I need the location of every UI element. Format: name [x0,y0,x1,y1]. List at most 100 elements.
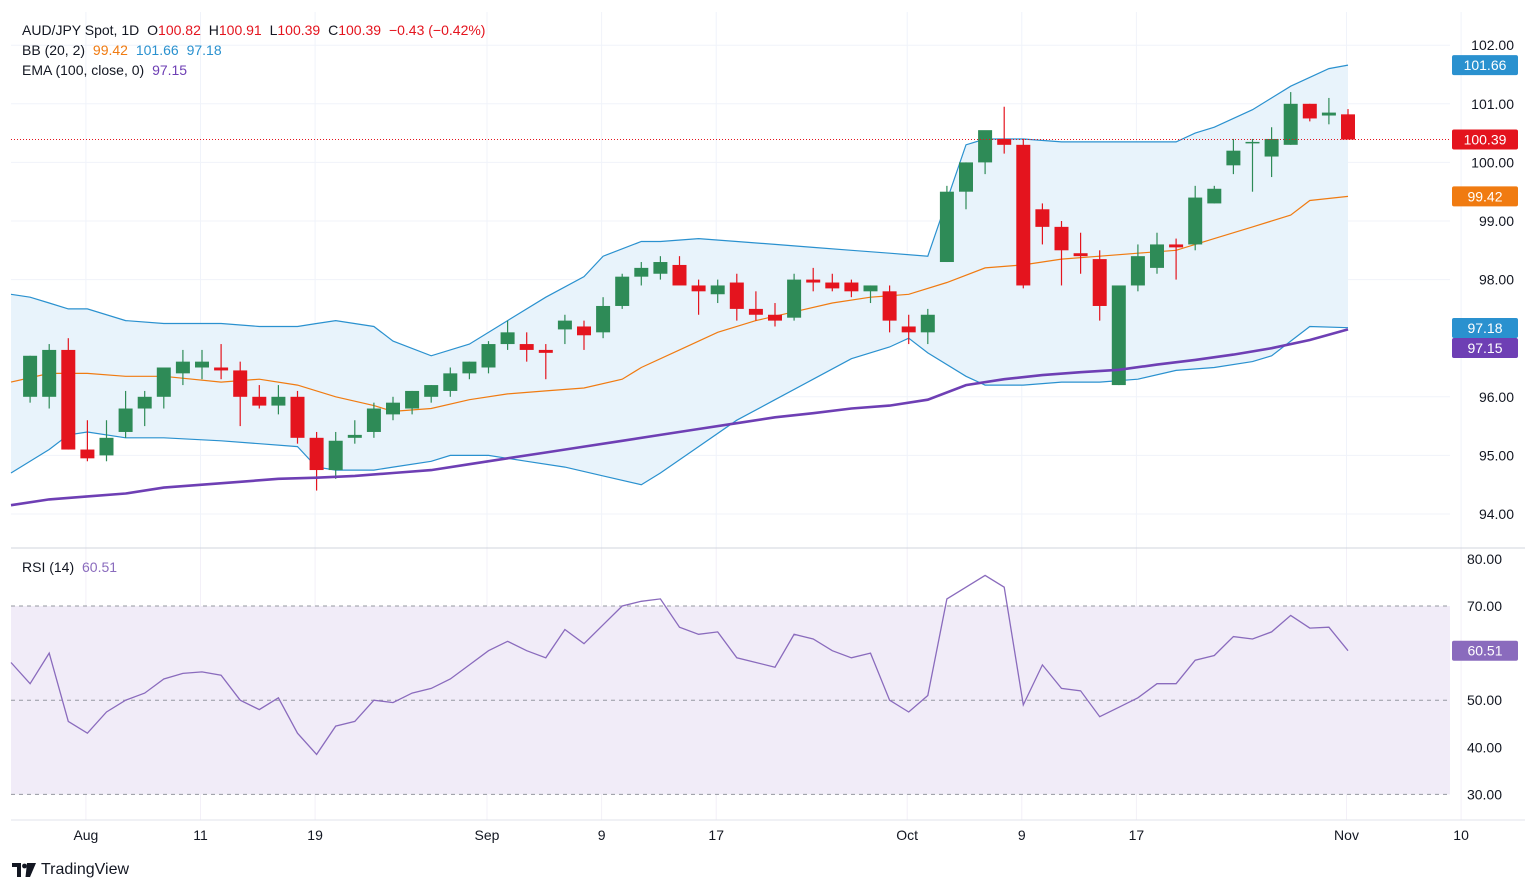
candle-body [1188,197,1203,245]
ema-label: EMA (100, close, 0) [22,62,145,78]
candle [462,361,477,380]
candle [481,341,496,374]
candle-body [347,434,362,438]
price-tick-label: 95.00 [1479,447,1514,463]
candle [844,279,859,298]
time-tick-label: 19 [307,827,323,843]
time-tick-label: 9 [598,827,606,843]
close-value: 100.39 [338,22,382,38]
candle [1321,97,1336,125]
candle-body [1035,209,1050,227]
candle-body [271,396,286,406]
candle [1245,138,1260,192]
candle-body [366,408,381,432]
candle [634,262,649,286]
candle [615,273,630,309]
candle [366,402,381,438]
bollinger-lower-line [10,325,1349,486]
time-tick-label: 10 [1453,827,1469,843]
time-tick-label: Aug [73,827,98,843]
candle [271,385,286,415]
time-tick-label: 9 [1018,827,1026,843]
candle [1188,185,1203,251]
candle [1035,203,1050,245]
price-tick-label: 94.00 [1479,506,1514,522]
candle-body [978,130,993,163]
candle [290,390,305,444]
candle-body [1207,188,1222,204]
bb-upper-value: 101.66 [135,42,179,58]
candle-body [118,408,133,432]
candle [424,385,439,403]
candle-body [328,440,343,471]
candle-body [1054,226,1069,251]
time-tick-label: Sep [475,827,500,843]
bb-lower-badge-text: 97.18 [1467,320,1502,336]
candle-body [787,279,802,318]
candle [347,420,362,444]
candle [710,279,725,304]
candle [405,390,420,415]
candle-body [1169,244,1184,248]
candle-body [596,305,611,333]
candle [61,338,76,450]
candle-body [462,361,477,374]
candle-body [1111,285,1126,386]
time-tick-label: Oct [896,827,918,843]
candle [156,367,171,409]
rsi-badge: 60.51 [1452,640,1518,661]
tradingview-logo[interactable]: TradingView [12,861,129,879]
candle [1302,103,1317,122]
candle [1092,250,1107,321]
candle-body [901,326,916,333]
candle [214,344,229,380]
candle-body [156,367,171,397]
candle [99,420,114,462]
candlesticks [23,92,1355,491]
candle-body [42,349,57,397]
rsi-axis: 80.00 70.00 50.00 40.00 30.00 [1467,551,1502,803]
high-label: H [208,22,219,38]
high-value: 100.91 [218,22,262,38]
candle [882,285,897,333]
bb-mid-badge-box [1452,186,1518,207]
candle-body [61,349,76,450]
candle [653,256,668,280]
candle-body [1321,112,1336,116]
candle [901,314,916,345]
candle-body [214,367,229,371]
rsi-badge-text: 60.51 [1467,643,1502,659]
candle-body [920,314,935,333]
candle-body [252,396,267,406]
candle [863,285,878,304]
candle [195,349,209,380]
candle [1226,138,1241,175]
bb-lower-badge-box [1452,318,1518,338]
candle [825,273,840,292]
bb-mid-badge-text: 99.42 [1467,188,1502,204]
candle [309,431,324,491]
candle-body [882,291,897,321]
candle-body [1264,138,1279,157]
bb-label: BB (20, 2) [22,42,86,58]
candle [1054,221,1069,286]
candle-body [825,282,840,289]
candle-body [1016,144,1031,286]
candle-body [290,396,305,438]
candle-body [1150,244,1164,268]
candle-body [538,349,553,353]
bb-legend: BB (20, 2) 99.42 101.66 97.18 [22,42,226,58]
time-tick-label: Nov [1334,827,1359,843]
candle-body [653,262,668,274]
candle-body [691,285,706,292]
candle [118,390,133,438]
bb-lower-badge: 97.18 [1452,318,1518,338]
open-value: 100.82 [158,22,201,38]
candle [787,273,802,321]
rsi-legend: RSI (14) 60.51 [22,559,121,575]
candle-body [99,437,114,456]
symbol-title: AUD/JPY Spot, 1D [22,22,140,38]
candle-body [557,320,572,330]
candle-body [195,361,209,368]
candle [577,320,591,350]
